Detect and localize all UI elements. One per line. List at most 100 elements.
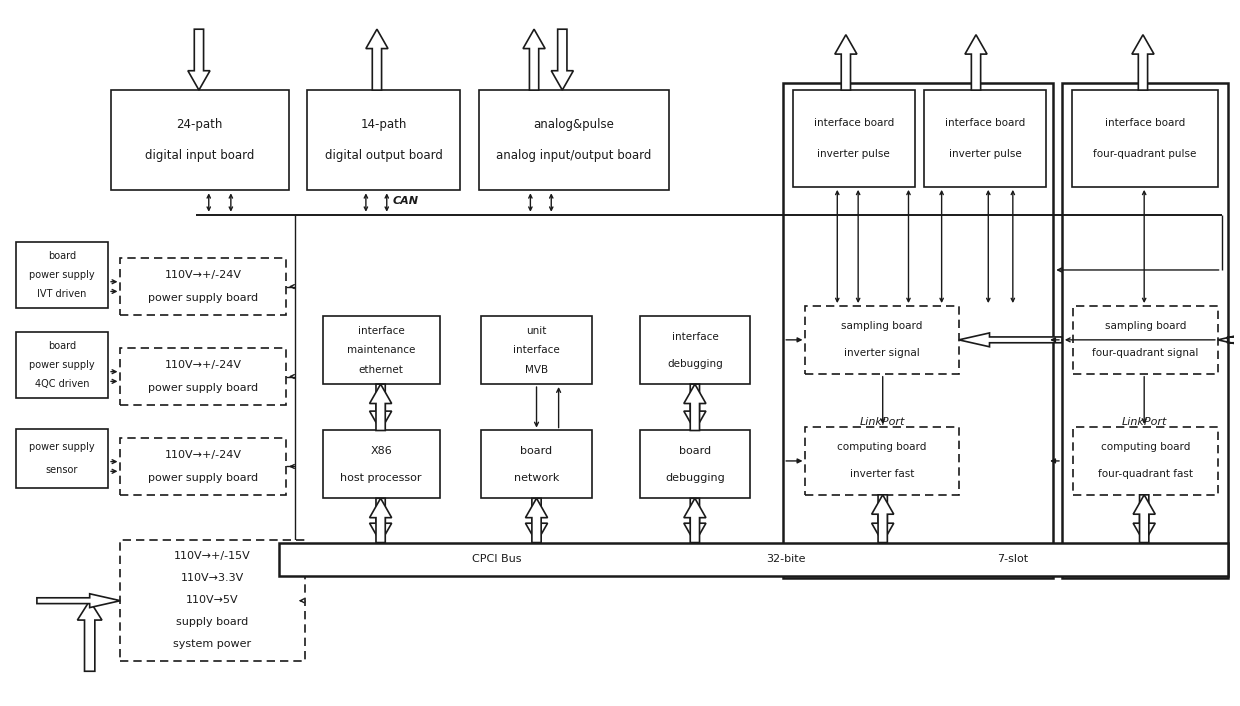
Polygon shape — [683, 498, 706, 543]
Text: 110V→+/-24V: 110V→+/-24V — [165, 270, 242, 280]
Polygon shape — [683, 384, 706, 431]
Polygon shape — [1218, 333, 1240, 347]
Text: sampling board: sampling board — [842, 321, 923, 331]
Text: IVT driven: IVT driven — [37, 289, 87, 299]
Text: system power: system power — [174, 640, 252, 650]
Text: interface: interface — [358, 326, 404, 336]
Polygon shape — [683, 498, 706, 543]
Polygon shape — [370, 498, 392, 543]
Text: MVB: MVB — [525, 364, 548, 375]
Bar — [16, 242, 108, 308]
Bar — [805, 427, 959, 495]
Text: inverter fast: inverter fast — [849, 469, 914, 479]
Text: computing board: computing board — [837, 443, 926, 453]
Bar — [481, 316, 591, 384]
Text: interface: interface — [513, 345, 560, 355]
Polygon shape — [370, 384, 392, 431]
Text: 24-path: 24-path — [176, 118, 223, 131]
Polygon shape — [37, 594, 120, 608]
Text: digital output board: digital output board — [325, 149, 443, 162]
Text: inverter signal: inverter signal — [844, 349, 920, 359]
Text: X86: X86 — [371, 445, 392, 456]
Text: analog&pulse: analog&pulse — [533, 118, 614, 131]
Bar — [16, 333, 108, 398]
Text: interface board: interface board — [813, 118, 894, 128]
Text: unit: unit — [526, 326, 547, 336]
Polygon shape — [965, 35, 987, 90]
Bar — [925, 90, 1047, 187]
Bar — [308, 90, 460, 191]
Text: maintenance: maintenance — [347, 345, 415, 355]
Bar — [322, 316, 439, 384]
Text: 32-bite: 32-bite — [766, 554, 806, 564]
Text: 110V→3.3V: 110V→3.3V — [181, 573, 244, 583]
Polygon shape — [872, 495, 894, 543]
Polygon shape — [872, 495, 894, 543]
Text: board: board — [48, 341, 76, 352]
Bar — [1061, 83, 1228, 578]
Text: 4QC driven: 4QC driven — [35, 379, 89, 389]
Polygon shape — [959, 333, 1061, 347]
Polygon shape — [370, 498, 392, 543]
Bar — [805, 306, 959, 373]
Bar — [16, 429, 108, 488]
Bar — [120, 540, 305, 661]
Polygon shape — [552, 29, 573, 90]
Text: four-quadrant signal: four-quadrant signal — [1092, 349, 1199, 359]
Text: interface board: interface board — [1105, 118, 1185, 128]
Bar — [784, 83, 1053, 578]
Text: sensor: sensor — [46, 465, 78, 475]
Polygon shape — [683, 384, 706, 431]
Polygon shape — [77, 601, 102, 671]
Text: 110V→+/-15V: 110V→+/-15V — [174, 551, 250, 561]
Text: power supply board: power supply board — [148, 293, 258, 303]
Text: four-quadrant fast: four-quadrant fast — [1097, 469, 1193, 479]
Polygon shape — [1133, 495, 1156, 543]
Text: board: board — [48, 251, 76, 261]
Bar — [640, 431, 750, 498]
Text: computing board: computing board — [1101, 443, 1190, 453]
Bar — [120, 438, 286, 495]
Text: power supply: power supply — [30, 270, 95, 280]
Text: inverter: inverter — [1008, 562, 1048, 573]
Bar — [279, 543, 1228, 576]
Bar — [481, 431, 591, 498]
Text: 110V→+/-24V: 110V→+/-24V — [165, 450, 242, 460]
Text: 14-path: 14-path — [361, 118, 407, 131]
Text: network: network — [513, 473, 559, 483]
Polygon shape — [1133, 495, 1156, 543]
Bar — [1073, 306, 1218, 373]
Polygon shape — [188, 29, 210, 90]
Text: inverter pulse: inverter pulse — [817, 149, 890, 159]
Text: CPCI Bus: CPCI Bus — [472, 554, 522, 564]
Text: inverter pulse: inverter pulse — [949, 149, 1022, 159]
Bar — [322, 431, 439, 498]
Text: debugging: debugging — [667, 359, 723, 369]
Text: digital input board: digital input board — [145, 149, 254, 162]
Polygon shape — [370, 384, 392, 431]
Text: power supply board: power supply board — [148, 383, 258, 393]
Text: LinkPort: LinkPort — [861, 417, 905, 427]
Bar — [110, 90, 289, 191]
Bar — [120, 258, 286, 315]
Text: debugging: debugging — [665, 473, 724, 483]
Bar — [1071, 90, 1218, 187]
Text: LinkPort: LinkPort — [1121, 417, 1167, 427]
Text: 7-slot: 7-slot — [997, 554, 1028, 564]
Text: host processor: host processor — [341, 473, 422, 483]
Text: power supply: power supply — [30, 442, 95, 452]
Bar — [120, 348, 286, 405]
Polygon shape — [835, 35, 857, 90]
Text: analog input/output board: analog input/output board — [496, 149, 652, 162]
Polygon shape — [366, 29, 388, 90]
Text: power supply board: power supply board — [148, 473, 258, 483]
Polygon shape — [1132, 35, 1154, 90]
Text: ethernet: ethernet — [358, 364, 404, 375]
Text: sampling board: sampling board — [1105, 321, 1187, 331]
Bar — [479, 90, 670, 191]
Text: board: board — [678, 445, 711, 456]
Polygon shape — [526, 498, 548, 543]
Text: CAN: CAN — [392, 196, 418, 206]
Text: 110V→+/-24V: 110V→+/-24V — [165, 360, 242, 370]
Text: interface board: interface board — [945, 118, 1025, 128]
